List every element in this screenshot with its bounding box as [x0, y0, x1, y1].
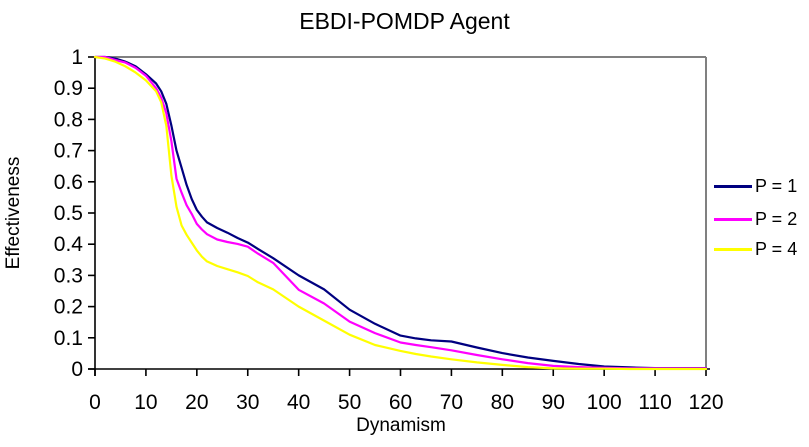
- legend-label-p4: P = 4: [755, 238, 798, 259]
- legend-line-p2: [714, 217, 752, 221]
- x-tick-label: 0: [89, 391, 101, 414]
- x-tick-label: 40: [287, 391, 310, 414]
- y-tick-label: 0.6: [54, 171, 83, 194]
- x-tick-label: 50: [338, 391, 361, 414]
- x-tick-label: 90: [542, 391, 565, 414]
- y-tick-label: 0.1: [54, 327, 83, 350]
- legend-label-p2: P = 2: [755, 208, 798, 229]
- x-tick-label: 20: [185, 391, 208, 414]
- y-tick-label: 0.4: [54, 233, 84, 256]
- legend-label-p1: P = 1: [755, 175, 798, 196]
- series-line-0: [93, 55, 708, 370]
- y-tick-label: 0.5: [54, 202, 83, 225]
- x-tick-label: 70: [440, 391, 463, 414]
- legend-item-p4: P = 4: [714, 239, 797, 259]
- x-axis-label: Dynamism: [356, 415, 446, 436]
- y-tick-label: 0.9: [54, 77, 83, 100]
- y-tick-label: 0.8: [54, 108, 83, 131]
- series-line-1: [93, 55, 708, 370]
- y-tick-label: 1: [71, 46, 83, 69]
- x-tick-label: 10: [134, 391, 157, 414]
- y-tick-label: 0.3: [54, 264, 83, 287]
- y-tick-label: 0.7: [54, 140, 83, 163]
- chart-title: EBDI-POMDP Agent: [299, 8, 510, 34]
- x-tick-label: 110: [638, 391, 671, 414]
- y-tick-label: 0.2: [54, 296, 83, 319]
- x-tick-label: 60: [389, 391, 412, 414]
- y-axis-label: Effectiveness: [3, 156, 24, 270]
- x-tick-label: 30: [236, 391, 259, 414]
- legend-item-p2: P = 2: [714, 209, 797, 229]
- x-tick-label: 80: [491, 391, 514, 414]
- legend-line-p4: [714, 247, 752, 251]
- series-line-2: [93, 55, 708, 371]
- y-tick-label: 0: [71, 358, 83, 381]
- legend-line-p1: [714, 184, 752, 188]
- legend-item-p1: P = 1: [714, 176, 797, 196]
- x-tick-label: 100: [587, 391, 622, 414]
- x-tick-label: 120: [688, 391, 723, 414]
